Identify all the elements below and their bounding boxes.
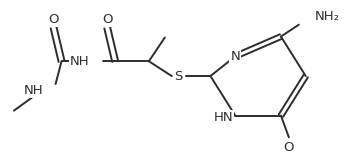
Text: O: O <box>48 13 59 26</box>
Text: NH₂: NH₂ <box>315 10 340 23</box>
Text: NH: NH <box>24 84 44 97</box>
Text: O: O <box>284 141 294 154</box>
Text: HN: HN <box>214 111 233 124</box>
Text: O: O <box>102 13 112 26</box>
Text: NH: NH <box>70 55 89 68</box>
Text: S: S <box>174 70 183 83</box>
Text: N: N <box>230 50 240 63</box>
